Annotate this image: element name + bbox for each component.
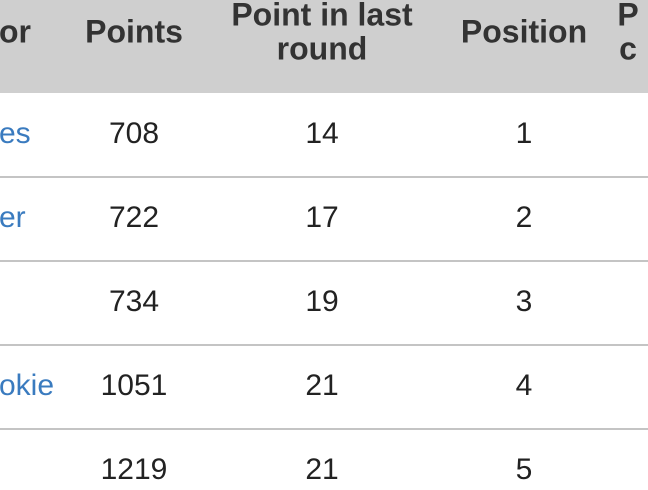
column-header: or — [0, 13, 31, 49]
cell-text: 14 — [305, 117, 338, 150]
cell-text: 708 — [109, 117, 159, 150]
cell-text: 2 — [516, 201, 533, 234]
name-link[interactable]: es — [0, 117, 31, 150]
cell-text: 734 — [109, 285, 159, 318]
column-header: P — [617, 0, 638, 32]
cell-text: 21 — [305, 453, 338, 486]
name-link[interactable]: er — [0, 201, 26, 234]
name-link[interactable]: okie — [0, 369, 54, 402]
cell-text: 21 — [305, 369, 338, 402]
cell-text: 1051 — [101, 369, 168, 402]
column-header: round — [277, 30, 368, 66]
header-bar — [0, 0, 648, 93]
cell-text: 5 — [516, 453, 533, 486]
column-header: Position — [461, 13, 587, 49]
cell-text: 19 — [305, 285, 338, 318]
cell-text: 17 — [305, 201, 338, 234]
column-header: c — [619, 30, 637, 66]
cell-text: 1 — [516, 117, 533, 150]
column-header: Point in last — [231, 0, 413, 32]
column-header: Points — [85, 13, 183, 49]
cell-text: 3 — [516, 285, 533, 318]
cell-text: 4 — [516, 369, 533, 402]
cell-text: 722 — [109, 201, 159, 234]
cell-text: 1219 — [101, 453, 168, 486]
